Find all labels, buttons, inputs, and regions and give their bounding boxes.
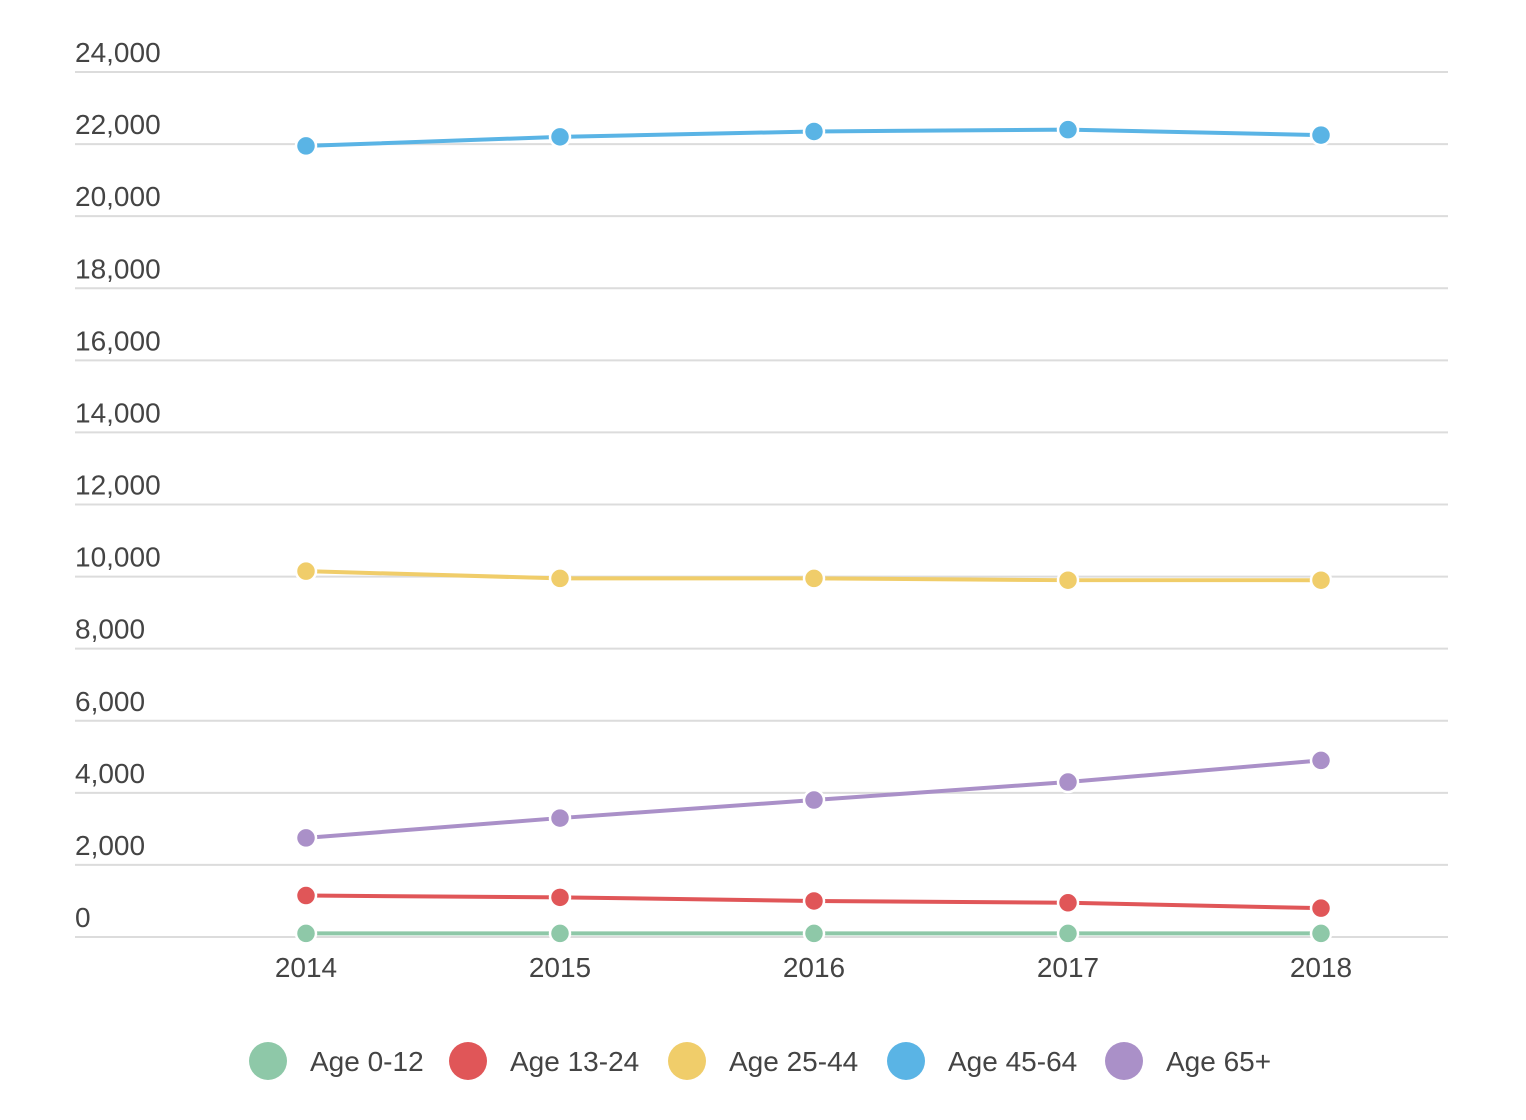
data-point — [802, 922, 826, 945]
x-tick-label: 2014 — [275, 952, 337, 983]
data-point — [802, 788, 826, 812]
legend-item: Age 45-64 — [887, 1042, 1077, 1080]
y-tick-label: 10,000 — [75, 542, 161, 573]
series-age-25-44 — [294, 559, 1333, 592]
data-point — [1309, 922, 1333, 945]
y-tick-label: 0 — [75, 902, 91, 933]
legend-label: Age 65+ — [1166, 1046, 1271, 1077]
legend-swatch — [668, 1042, 706, 1080]
series-age-45-64 — [294, 118, 1333, 158]
y-tick-label: 20,000 — [75, 181, 161, 212]
data-point — [548, 806, 572, 830]
data-point — [294, 826, 318, 850]
legend-label: Age 25-44 — [729, 1046, 858, 1077]
data-point — [294, 922, 318, 945]
series-age-13-24 — [294, 884, 1333, 920]
data-point — [1056, 118, 1080, 141]
data-point — [1309, 896, 1333, 920]
series-layer — [294, 118, 1333, 945]
legend-label: Age 0-12 — [310, 1046, 424, 1077]
gridlines — [75, 71, 1448, 938]
y-axis-ticks: 0 2,000 4,000 6,000 8,000 10,000 12,000 14,000 1… — [75, 37, 161, 933]
legend-swatch — [1105, 1042, 1143, 1080]
series-age-0-12 — [294, 922, 1333, 945]
legend-swatch — [249, 1042, 287, 1080]
y-tick-label: 16,000 — [75, 325, 161, 356]
data-point — [548, 922, 572, 945]
y-tick-label: 4,000 — [75, 758, 145, 789]
legend: Age 0-12 Age 13-24 Age 25-44 Age 45-64 Age 6… — [249, 1042, 1271, 1080]
x-tick-label: 2015 — [529, 952, 591, 983]
data-point — [1309, 123, 1333, 147]
data-point — [548, 125, 572, 149]
data-point — [548, 567, 572, 590]
legend-label: Age 13-24 — [510, 1046, 639, 1077]
data-point — [1056, 568, 1080, 592]
data-point — [294, 884, 318, 907]
y-tick-label: 6,000 — [75, 686, 145, 717]
y-tick-label: 2,000 — [75, 830, 145, 861]
legend-item: Age 0-12 — [249, 1042, 424, 1080]
series-age-65- — [294, 749, 1333, 850]
legend-swatch — [887, 1042, 925, 1080]
data-point — [1056, 891, 1080, 915]
y-tick-label: 12,000 — [75, 470, 161, 501]
data-point — [548, 886, 572, 909]
legend-item: Age 25-44 — [668, 1042, 858, 1080]
x-tick-label: 2017 — [1037, 952, 1099, 983]
legend-item: Age 65+ — [1105, 1042, 1271, 1080]
y-tick-label: 8,000 — [75, 614, 145, 645]
x-tick-label: 2016 — [783, 952, 845, 983]
data-point — [802, 120, 826, 143]
data-point — [802, 889, 826, 913]
y-tick-label: 22,000 — [75, 109, 161, 140]
x-axis-ticks: 2014 2015 2016 2017 2018 — [275, 952, 1352, 983]
legend-item: Age 13-24 — [449, 1042, 639, 1080]
legend-swatch — [449, 1042, 487, 1080]
y-tick-label: 24,000 — [75, 37, 161, 68]
y-tick-label: 18,000 — [75, 253, 161, 284]
x-tick-label: 2018 — [1290, 952, 1352, 983]
data-point — [1309, 749, 1333, 772]
data-point — [802, 567, 826, 590]
y-tick-label: 14,000 — [75, 397, 161, 428]
data-point — [294, 559, 318, 583]
data-point — [1056, 922, 1080, 945]
legend-label: Age 45-64 — [948, 1046, 1077, 1077]
data-point — [294, 134, 318, 158]
data-point — [1056, 770, 1080, 794]
data-point — [1309, 568, 1333, 592]
